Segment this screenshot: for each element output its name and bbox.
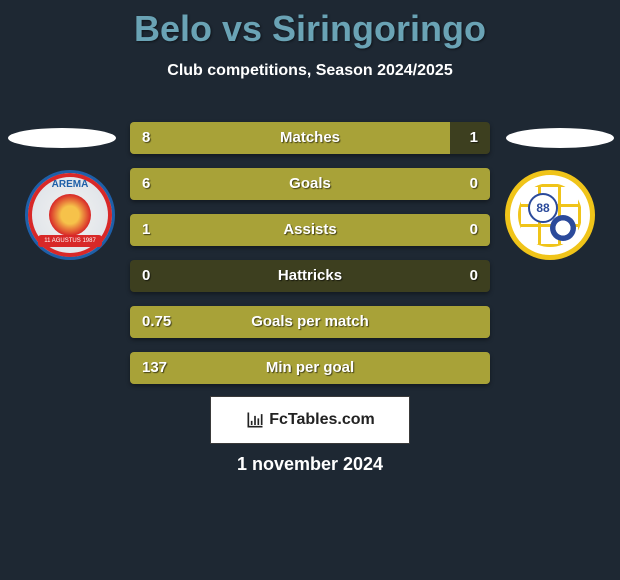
subtitle: Club competitions, Season 2024/2025 — [0, 62, 620, 80]
crest-barito-ball — [550, 215, 576, 241]
crest-arema-banner: 11 AGUSTUS 1987 — [38, 235, 102, 247]
crest-barito: 88 — [505, 170, 595, 260]
stat-row: 137Min per goal — [130, 352, 490, 384]
crest-arema-lion — [49, 194, 91, 236]
stat-label: Assists — [130, 214, 490, 246]
stat-row: 0Hattricks0 — [130, 260, 490, 292]
stat-row: 1Assists0 — [130, 214, 490, 246]
stat-label: Min per goal — [130, 352, 490, 384]
crest-arema-label: AREMA — [28, 179, 112, 190]
stat-value-right: 0 — [470, 260, 478, 292]
stat-label: Matches — [130, 122, 490, 154]
stat-value-right: 0 — [470, 214, 478, 246]
team-badge-right: 88 — [500, 170, 600, 260]
stat-row: 6Goals0 — [130, 168, 490, 200]
team-badge-left: AREMA 11 AGUSTUS 1987 — [20, 170, 120, 260]
player-silhouette-right — [506, 128, 614, 148]
stat-label: Goals per match — [130, 306, 490, 338]
stat-value-right: 0 — [470, 168, 478, 200]
stat-label: Goals — [130, 168, 490, 200]
attribution-text: FcTables.com — [269, 411, 375, 429]
page-title: Belo vs Siringoringo — [0, 0, 620, 50]
player-silhouette-left — [8, 128, 116, 148]
stat-row: 8Matches1 — [130, 122, 490, 154]
stats-bars: 8Matches16Goals01Assists00Hattricks00.75… — [130, 122, 490, 398]
attribution-badge[interactable]: FcTables.com — [210, 396, 410, 444]
stat-value-right: 1 — [470, 122, 478, 154]
stat-label: Hattricks — [130, 260, 490, 292]
crest-arema: AREMA 11 AGUSTUS 1987 — [25, 170, 115, 260]
date-label: 1 november 2024 — [0, 454, 620, 475]
stat-row: 0.75Goals per match — [130, 306, 490, 338]
chart-icon — [245, 410, 265, 430]
